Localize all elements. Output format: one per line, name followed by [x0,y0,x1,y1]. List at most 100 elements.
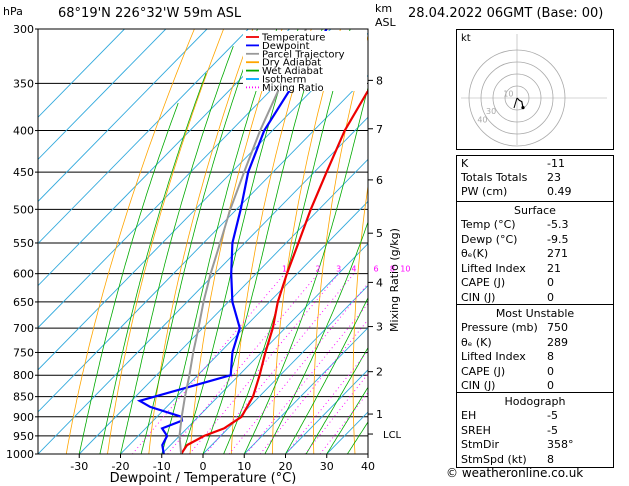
most-unstable-label: θₑ (K) [461,335,492,349]
legend-label: Dry Adiabat [262,58,321,69]
wet-adiabat-line [99,73,207,454]
legend-label: Isotherm [262,75,306,86]
lcl-label: LCL [383,430,402,441]
temperature-tick-label: -20 [112,460,130,473]
x-axis-title: Dewpoint / Temperature (°C) [110,471,297,486]
mixing-ratio-label: 10 [400,265,410,274]
isotherm-line [38,29,208,203]
pressure-tick-label: 950 [13,430,34,443]
totals-totals-label: Totals Totals [461,171,528,184]
surface-value: -5.3 [547,218,569,231]
datetime-title: 28.04.2022 06GMT (Base: 00) [408,6,604,21]
skewt-series [136,29,368,454]
isotherm-line [38,116,368,454]
surface-label: CIN (J) [461,291,496,304]
most-unstable-row: θₑ (K) 289 [457,336,613,351]
legend-label: Parcel Trajectory [262,49,345,60]
surface-row: CAPE (J) 0 [457,276,613,291]
hodograph-unit-label: kt [461,33,471,44]
pressure-tick-label: 450 [13,166,34,179]
wet-adiabat-line [202,29,323,454]
most-unstable-value: 750 [547,321,568,334]
mixing-ratio-label: 8 [390,265,395,274]
pressure-tick-label: 900 [13,411,34,424]
surface-value: 21 [547,261,561,275]
mixing-ratio-label: 6 [374,265,379,274]
k-index-value: -11 [547,157,565,170]
altitude-tick-label: 7 [376,123,383,136]
legend-label: Wet Adiabat [262,66,323,77]
mixing-ratio-line [228,282,368,454]
hodograph-trace [516,97,524,108]
hodograph-param-label: StmDir [461,438,500,452]
indices-panel: K -11 Totals Totals 23 PW (cm) 0.49 [456,155,614,202]
hodograph-table-title: Hodograph [504,395,566,408]
wet-adiabat-line [120,46,234,454]
altitude-tick-label: 6 [376,174,383,187]
dry-adiabat-line [352,183,368,454]
pressure-tick-label: 750 [13,346,34,359]
temperature-tick-label: 40 [361,460,375,473]
pressure-tick-label: 500 [13,203,34,216]
dewpoint-line [136,29,328,454]
most-unstable-value: 0 [547,364,554,378]
surface-label: θₑ(K) [461,247,489,261]
hodograph-param-value: 358° [547,438,574,452]
mixing-ratio-label: 3 [336,265,341,274]
hodograph-panel: 40 30 10 kt [456,29,614,150]
mixing-ratio-label: 2 [315,265,320,274]
wet-adiabat-line [182,29,299,454]
pw-value: 0.49 [547,185,572,198]
storm-motion-dot [521,106,525,110]
skewt-chart: 3003504004505005506006507007508008509009… [6,23,410,486]
copyright-text: © weatheronline.co.uk [446,466,584,480]
altitude-tick-label: 3 [376,321,383,334]
hodograph-param-value: 8 [547,452,554,466]
hodograph-param-row: EH -5 [457,409,613,424]
surface-panel: Surface Temp (°C) -5.3 Dewp (°C) -9.5 θₑ(K) 2… [456,201,614,305]
most-unstable-label: Lifted Index [461,350,526,364]
mixing-ratio-axis-title: Mixing Ratio (g/kg) [388,228,401,332]
wet-adiabat-line [161,29,278,454]
storm-motion-arrow [513,97,518,109]
k-index-label: K [461,157,469,170]
surface-row: Dewp (°C) -9.5 [457,233,613,248]
legend-label: Dewpoint [262,41,310,52]
temperature-tick-label: 20 [279,460,293,473]
pw-label: PW (cm) [461,185,508,198]
surface-value: -9.5 [547,232,569,246]
mixing-ratio-labels: 12346810152025 [282,265,410,274]
dry-adiabat-line [189,29,283,454]
temperature-tick-label: 30 [320,460,334,473]
isotherm-line [38,29,332,329]
asl-axis-label: ASL [375,16,396,29]
pressure-tick-label: 700 [13,322,34,335]
skewt-grid [38,29,368,454]
pressure-tick-label: 1000 [6,448,34,461]
hodograph-param-label: StmSpd (kt) [461,452,527,466]
wet-adiabat-line [78,102,179,454]
hodograph-param-row: SREH -5 [457,424,613,439]
most-unstable-value: 289 [547,335,568,349]
mixing-ratio-line [167,273,319,454]
temperature-line [180,88,368,454]
most-unstable-label: CIN (J) [461,379,496,393]
hodograph-ring-label: 10 [503,90,513,99]
most-unstable-label: Pressure (mb) [461,321,538,334]
isotherm-line [78,158,368,454]
altitude-tick-label: 1 [376,408,383,421]
dry-adiabat-line [230,29,312,454]
most-unstable-panel: Most Unstable Pressure (mb) 750 θₑ (K) 289 L… [456,304,614,393]
legend-label: Mixing Ratio [262,83,324,94]
isotherm-line [38,29,125,118]
isotherm-line [326,411,368,454]
temperature-tick-label: 10 [237,460,251,473]
pressure-tick-label: 350 [13,77,34,90]
most-unstable-row: CAPE (J) 0 [457,365,613,380]
isotherm-line [120,200,368,454]
isotherm-line [161,242,368,454]
mixing-ratio-line [246,302,368,454]
isotherm-line [38,29,249,245]
